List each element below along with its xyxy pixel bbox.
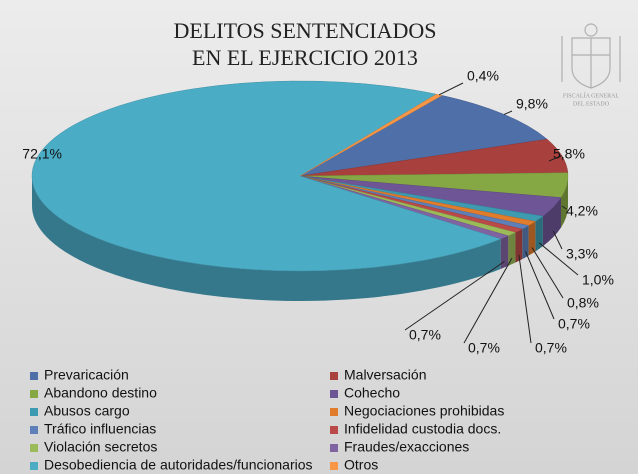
data-label: 5,8%	[553, 146, 585, 162]
legend-label: Fraudes/exacciones	[344, 439, 469, 455]
logo	[561, 23, 621, 89]
legend-swatch	[330, 426, 338, 434]
legend-swatch	[330, 444, 338, 452]
legend-label: Cohecho	[344, 385, 400, 401]
legend-label: Violación secretos	[44, 439, 157, 455]
chart-title: EN EL EJERCICIO 2013	[192, 45, 418, 70]
slice	[299, 95, 548, 177]
legend-swatch	[330, 390, 338, 398]
leader-line	[518, 254, 532, 344]
slice	[31, 80, 502, 272]
data-label: 0,7%	[409, 327, 441, 343]
leader-line	[531, 247, 564, 299]
legend-label: Negociaciones prohibidas	[344, 403, 504, 419]
legend-label: Malversación	[344, 367, 426, 383]
slice-side	[535, 216, 543, 252]
legend-swatch	[330, 372, 338, 380]
legend-swatch	[30, 408, 38, 416]
data-label: 0,7%	[468, 340, 500, 356]
slice-side	[560, 176, 568, 228]
data-label: 1,0%	[582, 272, 614, 288]
leader-line	[404, 260, 505, 331]
legend-swatch	[30, 372, 38, 380]
leader-line	[438, 82, 464, 96]
leader-line	[538, 242, 579, 276]
data-label: 0,7%	[558, 316, 590, 332]
slice-side	[515, 229, 523, 263]
data-label: 3,3%	[566, 246, 598, 262]
legend-swatch	[30, 462, 38, 470]
legend-label: Prevaricación	[44, 367, 129, 383]
data-label: 72,1%	[22, 146, 62, 162]
slice-side	[500, 235, 509, 269]
legend-label: Desobediencia de autoridades/funcionario…	[44, 457, 313, 473]
data-label: 0,8%	[567, 295, 599, 311]
data-label: 4,2%	[566, 203, 598, 219]
chart-title: DELITOS SENTENCIADOS	[174, 18, 437, 43]
data-label: 0,7%	[535, 340, 567, 356]
legend-label: Infidelidad custodia docs.	[344, 421, 501, 437]
legend-swatch	[30, 426, 38, 434]
legend-swatch	[30, 444, 38, 452]
data-label: 0,4%	[467, 68, 499, 84]
legend-swatch	[330, 408, 338, 416]
slice-side	[528, 221, 536, 256]
logo-text: DEL ESTADO	[573, 101, 610, 107]
slice-side	[32, 176, 501, 301]
leader-line	[525, 251, 555, 320]
legend-label: Tráfico influencias	[44, 421, 156, 437]
data-label: 9,8%	[516, 96, 548, 112]
leader-line	[463, 257, 513, 344]
legend-swatch	[30, 390, 38, 398]
leader-line	[548, 155, 562, 162]
legend-label: Abandono destino	[44, 385, 157, 401]
leader-line	[552, 230, 563, 250]
leader-line	[503, 110, 513, 115]
logo-text: FISCALÍA GENERAL	[563, 91, 620, 99]
slice-side	[522, 225, 529, 260]
slice-side	[542, 197, 561, 247]
legend-label: Abusos cargo	[44, 403, 130, 419]
legend-label: Otros	[344, 457, 378, 473]
leader-line	[561, 205, 568, 210]
legend-swatch	[330, 462, 338, 470]
slice-side	[508, 232, 516, 266]
